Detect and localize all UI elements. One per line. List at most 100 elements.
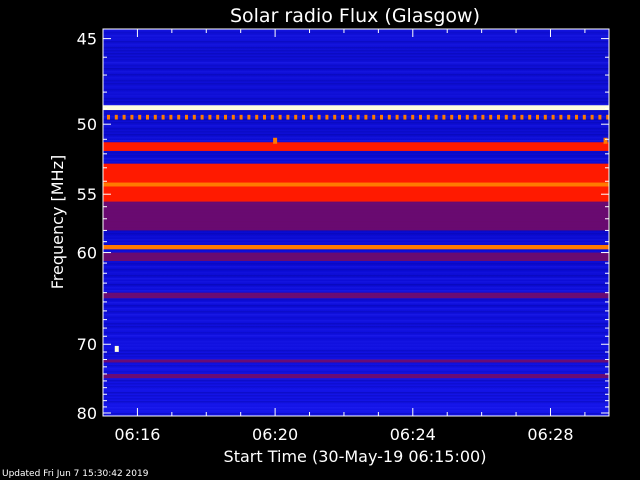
band-dash: [497, 114, 500, 120]
noise-stripe: [103, 155, 609, 157]
band-dash: [302, 114, 305, 120]
x-tick-label: 06:28: [527, 425, 573, 444]
noise-stripe: [103, 275, 609, 277]
x-axis-label: Start Time (30-May-19 06:15:00): [224, 447, 487, 466]
band-dash: [169, 114, 173, 120]
noise-stripe: [103, 251, 609, 253]
band-dash: [504, 114, 508, 120]
band-dash: [122, 114, 126, 120]
band-dash: [231, 114, 235, 120]
burst-point: [273, 137, 278, 144]
noise-stripe: [103, 134, 609, 136]
updated-timestamp: Updated Fri Jun 7 15:30:42 2019: [2, 469, 149, 479]
noise-stripe: [103, 104, 609, 106]
y-tick-label: 50: [77, 115, 97, 134]
x-axis: 06:16 06:20 06:24 06:28: [102, 29, 586, 444]
noise-stripe: [103, 281, 609, 283]
noise-stripe: [103, 413, 609, 415]
y-tick-label: 60: [77, 244, 97, 263]
noise-stripe: [103, 110, 609, 112]
band-dash: [512, 114, 516, 120]
noise-stripe: [103, 308, 609, 310]
band-dash: [434, 114, 438, 120]
noise-stripe: [103, 161, 609, 163]
chart-title: Solar radio Flux (Glasgow): [230, 5, 480, 27]
noise-stripe: [103, 338, 609, 340]
band-dash: [411, 114, 415, 120]
band-dash: [590, 114, 594, 120]
band-dash: [146, 114, 149, 120]
y-tick-label: 45: [77, 30, 97, 49]
band-dash: [575, 114, 578, 120]
noise-stripe: [103, 368, 609, 370]
plot-area: [103, 29, 610, 416]
noise-stripe: [103, 122, 609, 124]
band-dash: [543, 114, 547, 120]
band-dash: [582, 114, 586, 120]
band-dash: [263, 114, 266, 120]
band-dash: [309, 114, 313, 120]
noise-stripe: [103, 320, 609, 322]
noise-stripe: [103, 74, 609, 76]
noise-stripe: [103, 398, 609, 400]
band-dash: [489, 114, 493, 120]
y-axis: 45 50 55 60 70 80: [77, 30, 609, 423]
noise-stripe: [103, 311, 609, 313]
noise-stripe: [103, 56, 609, 58]
frequency-band: [103, 244, 609, 250]
band-dash: [567, 114, 571, 120]
noise-stripe: [103, 353, 609, 355]
noise-stripe: [103, 287, 609, 289]
noise-stripe: [103, 65, 609, 67]
noise-stripe: [103, 86, 609, 88]
band-dash: [465, 114, 469, 120]
noise-stripe: [103, 407, 609, 409]
noise-stripe: [103, 395, 609, 397]
noise-stripe: [103, 380, 609, 382]
noise-stripe: [103, 410, 609, 412]
noise-stripe: [103, 32, 609, 34]
band-dash: [364, 114, 368, 120]
noise-stripe: [103, 404, 609, 406]
band-dash: [372, 114, 376, 120]
noise-stripe: [103, 53, 609, 55]
noise-stripe: [103, 41, 609, 43]
noise-stripe: [103, 152, 609, 154]
noise-stripe: [103, 329, 609, 331]
noise-stripe: [103, 362, 609, 364]
noise-stripe: [103, 242, 609, 244]
band-dash: [333, 114, 337, 120]
noise-stripe: [103, 335, 609, 337]
band-dash: [208, 114, 212, 120]
band-dash: [192, 114, 196, 120]
noise-stripe: [103, 371, 609, 373]
noise-stripe: [103, 116, 609, 118]
noise-stripe: [103, 389, 609, 391]
frequency-band: [103, 292, 609, 299]
noise-stripe: [103, 101, 609, 103]
noise-stripe: [103, 89, 609, 91]
band-dash: [356, 114, 360, 120]
band-dash: [255, 114, 259, 120]
band-dash: [458, 114, 461, 120]
band-dash: [528, 114, 532, 120]
noise-stripe: [103, 314, 609, 316]
frequency-band: [103, 201, 609, 231]
band-dash: [551, 114, 555, 120]
band-dash: [153, 114, 157, 120]
noise-stripe: [103, 272, 609, 274]
noise-stripe: [103, 38, 609, 40]
band-dash: [520, 114, 524, 120]
noise-stripe: [103, 401, 609, 403]
noise-stripe: [103, 83, 609, 85]
x-tick-label: 06:16: [114, 425, 160, 444]
noise-stripe: [103, 44, 609, 46]
noise-stripe: [103, 341, 609, 343]
noise-stripe: [103, 95, 609, 97]
noise-stripe: [103, 350, 609, 352]
noise-stripe: [103, 50, 609, 52]
frequency-band: [103, 105, 609, 111]
noise-stripe: [103, 386, 609, 388]
x-tick-label: 06:24: [390, 425, 436, 444]
noise-stripe: [103, 77, 609, 79]
